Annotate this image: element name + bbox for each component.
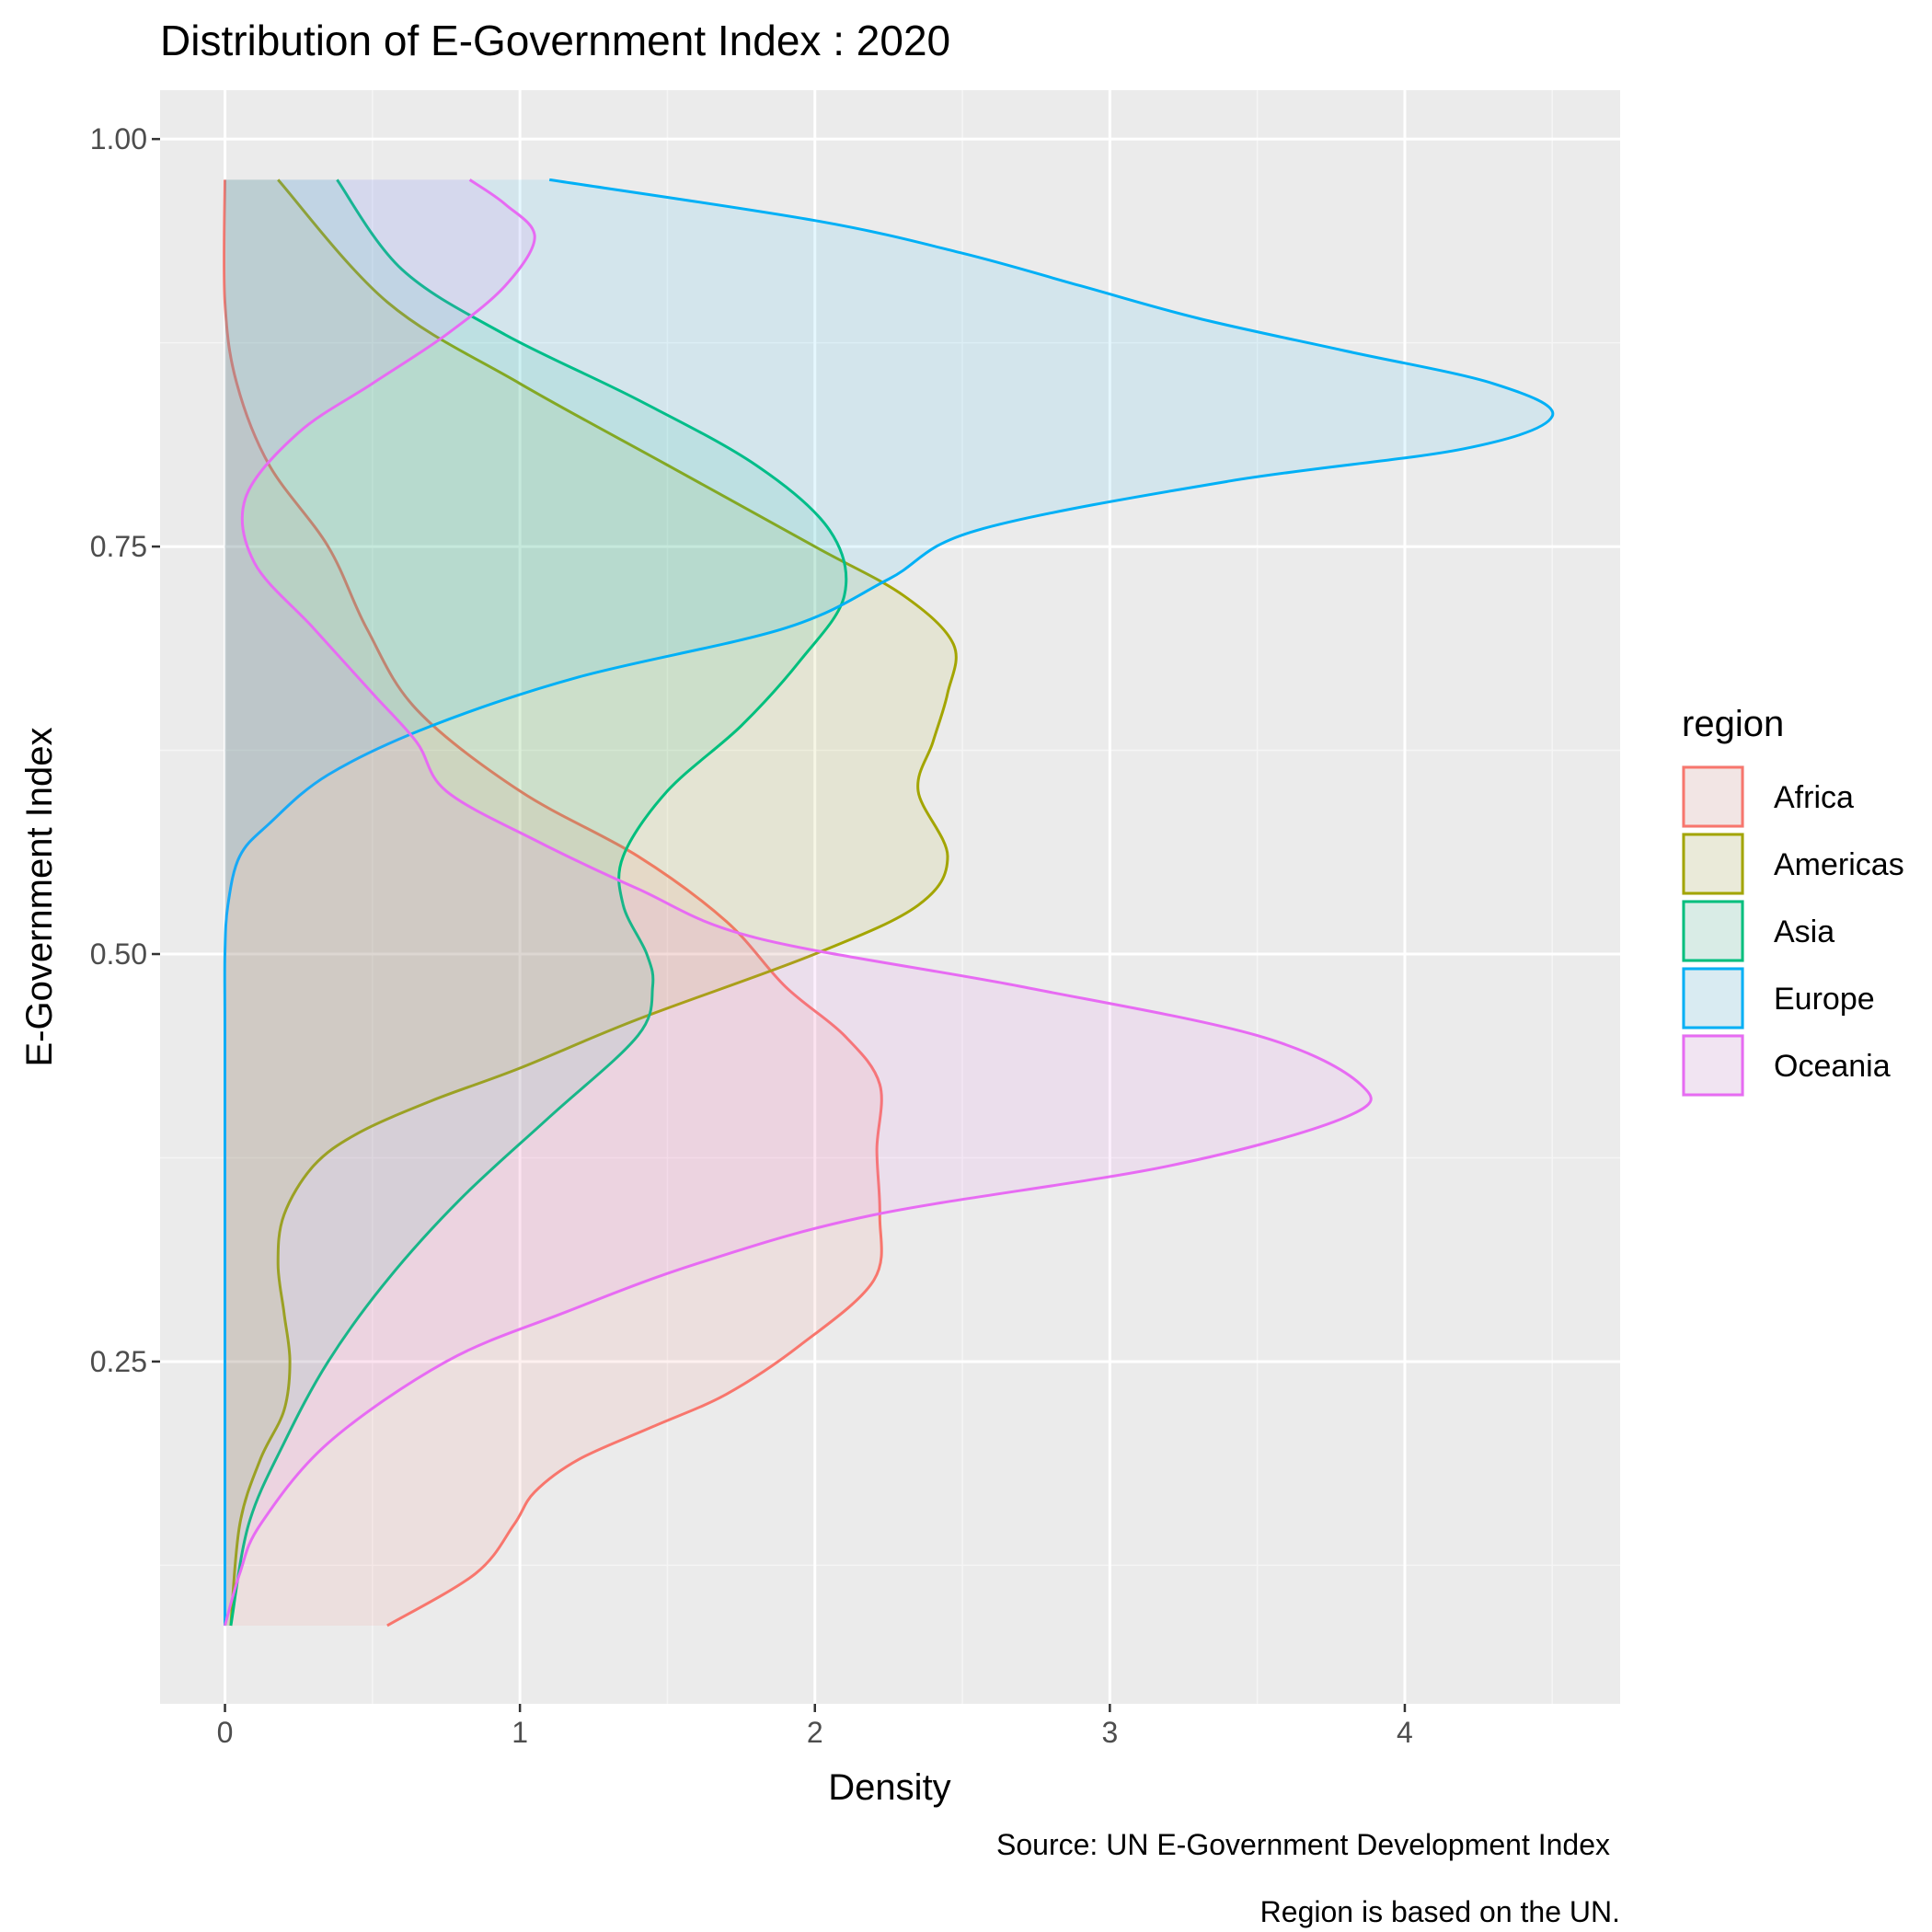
area-europe [224,179,1553,1626]
x-tick-label: 0 [217,1716,234,1749]
legend-key-asia [1682,900,1744,962]
area-americas [224,179,957,1626]
legend-key-oceania [1682,1034,1744,1097]
legend-title: region [1682,704,1784,744]
chart-title: Distribution of E-Government Index : 202… [160,17,950,64]
area-oceania [224,179,1372,1626]
caption-source: Source: UN E-Government Development Inde… [996,1828,1610,1861]
legend: region Africa Americas Asia Europe Oceania [1682,704,1904,1097]
legend-key-bg-asia [1682,900,1744,962]
x-tick-label: 4 [1397,1716,1413,1749]
legend-label-africa: Africa [1774,780,1854,815]
legend-key-bg-africa [1682,765,1744,828]
y-tick-label: 0.75 [90,530,147,563]
y-tick-label: 1.00 [90,122,147,155]
legend-label-oceania: Oceania [1774,1049,1891,1084]
legend-label-americas: Americas [1774,847,1904,882]
y-tick-label: 0.25 [90,1345,147,1378]
series-layer [223,178,1555,1627]
legend-key-bg-europe [1682,967,1744,1029]
legend-key-bg-oceania [1682,1034,1744,1097]
line-americas [229,178,958,1627]
legend-label-europe: Europe [1774,982,1875,1017]
line-asia [229,178,848,1627]
legend-key-americas [1682,833,1744,895]
legend-key-africa [1682,765,1744,828]
x-tick-label: 2 [807,1716,823,1749]
caption-region-note: Region is based on the UN. [1260,1895,1620,1928]
area-asia [224,179,846,1626]
y-axis-title: E-Government Index [19,727,60,1066]
legend-label-asia: Asia [1774,914,1834,949]
line-africa [223,179,883,1627]
y-axis: 0.25 0.50 0.75 1.00 [90,122,160,1378]
line-oceania [224,178,1373,1627]
x-axis: 0 1 2 3 4 [217,1704,1413,1749]
legend-key-europe [1682,967,1744,1029]
line-europe [223,178,1555,1626]
x-axis-title: Density [828,1767,950,1808]
plot-panel [160,90,1620,1704]
x-tick-label: 1 [512,1716,528,1749]
y-tick-label: 0.50 [90,937,147,971]
x-tick-label: 3 [1101,1716,1118,1749]
grid-minor [160,90,1620,1704]
area-africa [224,179,882,1626]
legend-key-bg-americas [1682,833,1744,895]
